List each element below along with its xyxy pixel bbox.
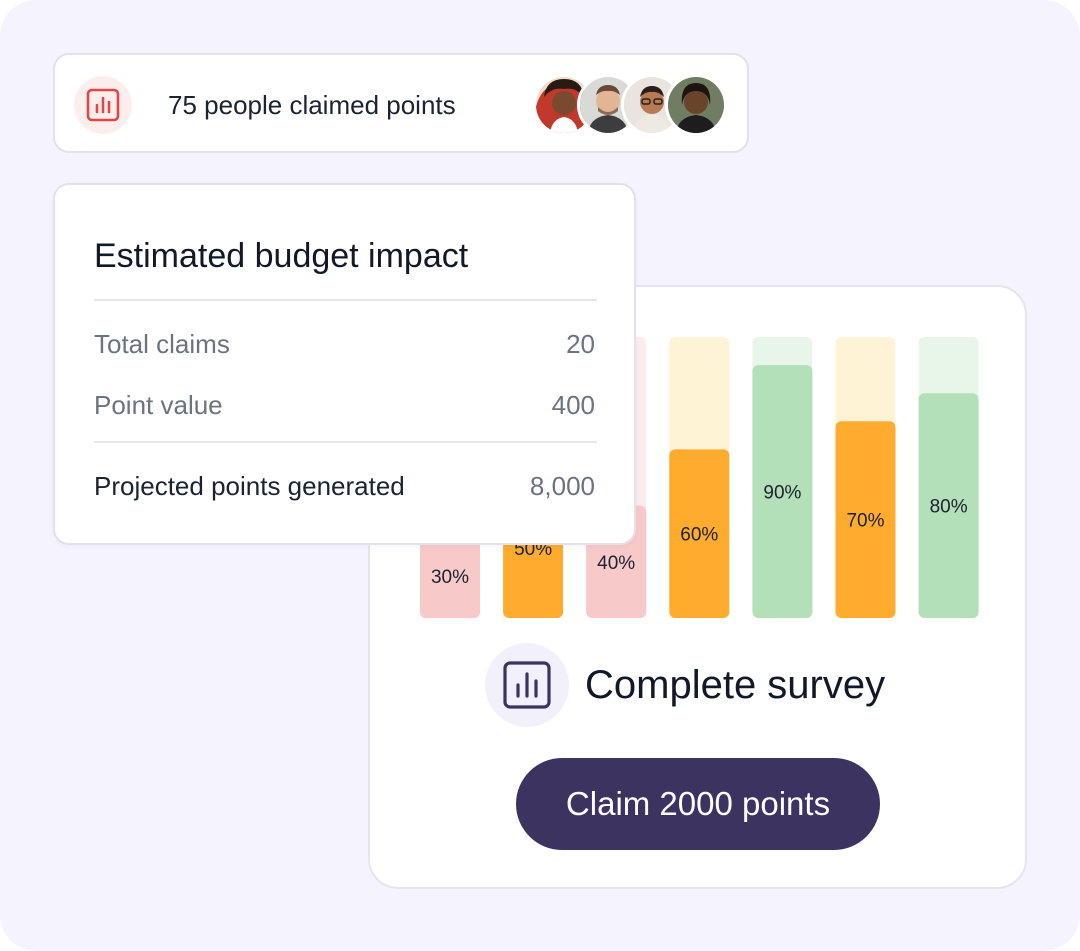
- point-value-label: Point value: [94, 390, 223, 420]
- bar: [420, 533, 480, 618]
- bar-value-label: 90%: [763, 483, 801, 504]
- budget-impact-card: Estimated budget impact Total claims 20 …: [53, 183, 636, 545]
- total-claims-value: 20: [566, 329, 595, 359]
- bar: [669, 449, 730, 618]
- chart-icon-badge: [485, 643, 569, 727]
- claim-points-button[interactable]: Claim 2000 points: [516, 758, 880, 850]
- avatar: [665, 74, 727, 136]
- bar: [752, 365, 813, 618]
- total-claims-label: Total claims: [94, 329, 230, 359]
- bar-value-label: 70%: [846, 511, 884, 532]
- total-claims-row: Total claims 20: [94, 329, 595, 360]
- bar-value-label: 60%: [680, 525, 718, 546]
- survey-title-row: Complete survey: [485, 642, 885, 728]
- chart-icon-badge: [74, 76, 132, 134]
- claimed-points-banner: 75 people claimed points: [53, 53, 749, 153]
- avatar: [533, 74, 595, 136]
- claimed-count-label: 75 people claimed points: [168, 90, 456, 120]
- divider: [94, 441, 597, 443]
- chart-icon: [86, 88, 120, 122]
- point-value-row: Point value 400: [94, 390, 595, 421]
- projected-points-row: Projected points generated 8,000: [94, 471, 595, 502]
- bar: [835, 421, 896, 618]
- bar-value-label: 30%: [431, 567, 469, 588]
- bar: [918, 393, 979, 618]
- projected-points-value: 8,000: [529, 471, 595, 501]
- point-value-value: 400: [551, 390, 595, 420]
- survey-title: Complete survey: [585, 662, 886, 707]
- chart-icon: [503, 661, 551, 709]
- bar-value-label: 80%: [930, 497, 968, 518]
- bar-value-label: 40%: [597, 553, 635, 574]
- budget-title: Estimated budget impact: [94, 237, 469, 275]
- projected-points-label: Projected points generated: [94, 471, 405, 501]
- divider: [94, 299, 597, 301]
